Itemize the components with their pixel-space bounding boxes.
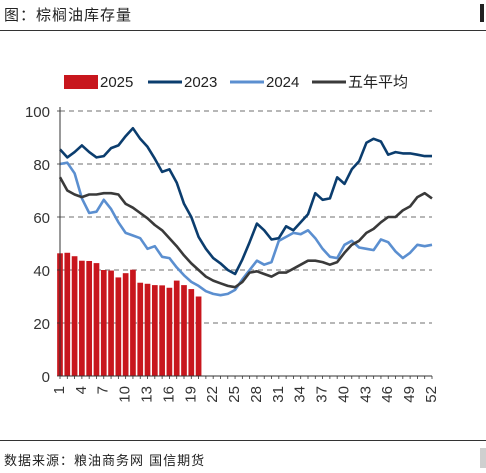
legend-swatch-2025 <box>64 75 98 89</box>
bar-2025-wk12 <box>137 282 144 376</box>
bar-2025-wk3 <box>71 256 78 376</box>
source-note: 数据来源：粮油商务网 国信期货 <box>4 454 206 469</box>
bar-2025-wk9 <box>115 277 122 376</box>
y-tick-label: 60 <box>33 210 50 227</box>
bar-2025-wk6 <box>93 263 100 376</box>
bar-2025-wk16 <box>166 287 173 376</box>
bar-2025-wk18 <box>181 285 187 376</box>
y-tick-label: 20 <box>33 316 50 333</box>
footer-rule <box>0 440 486 441</box>
axes <box>57 107 433 379</box>
x-tick-label: 25 <box>226 386 243 403</box>
bar-2025-wk7 <box>100 270 107 376</box>
x-tick-label: 22 <box>204 386 221 403</box>
bar-2025-wk5 <box>86 260 93 376</box>
bar-2025-wk8 <box>108 270 114 376</box>
x-tick-label: 7 <box>95 386 112 394</box>
y-tick-label: 100 <box>25 104 50 121</box>
legend-label: 2025 <box>100 74 133 91</box>
header-edge-mark <box>480 4 484 22</box>
bar-2025-wk13 <box>144 283 151 376</box>
bar-2025-wk15 <box>159 285 165 376</box>
x-tick-labels: 1 4 7 10 13 16 19 22 25 28 31 34 37 40 43 46 49 52 <box>51 386 440 403</box>
series-lines <box>58 126 433 297</box>
y-tick-label: 80 <box>33 157 50 174</box>
bar-2025-wk11 <box>130 269 136 376</box>
y-tick-label: 0 <box>42 369 50 386</box>
x-tick-label: 4 <box>73 386 90 394</box>
bar-2025-wk4 <box>79 260 85 376</box>
y-tick-label: 40 <box>33 263 50 280</box>
x-tick-label: 52 <box>423 386 440 403</box>
x-tick-label: 13 <box>138 386 155 403</box>
legend: 2025 2023 2024 五年平均 <box>64 74 408 91</box>
x-tick-label: 37 <box>314 386 331 403</box>
y-tick-labels: 0 20 40 60 80 100 <box>25 104 50 386</box>
gridlines <box>60 110 432 324</box>
bar-2025-wk2 <box>64 252 71 376</box>
bar-2025-wk10 <box>122 273 129 376</box>
x-tick-label: 46 <box>379 386 396 403</box>
chart-header-title: 图：棕榈油库存量 <box>4 6 133 24</box>
legend-label: 2024 <box>266 74 299 91</box>
x-tick-label: 1 <box>51 386 68 394</box>
x-tick-label: 19 <box>182 386 199 403</box>
bar-2025-wk17 <box>173 280 180 376</box>
line-2024 <box>59 161 433 297</box>
legend-label: 五年平均 <box>348 74 408 91</box>
x-tick-label: 28 <box>248 386 265 403</box>
x-tick-label: 10 <box>117 386 134 403</box>
line-5yr-avg <box>58 176 433 289</box>
bar-2025-wk20 <box>195 296 202 376</box>
legend-label: 2023 <box>184 74 217 91</box>
x-tick-label: 43 <box>357 386 374 403</box>
header-rule <box>0 30 486 31</box>
x-tick-label: 31 <box>270 386 287 403</box>
x-tick-label: 40 <box>335 386 352 403</box>
footer-edge-mark <box>480 448 486 468</box>
line-2023 <box>59 126 432 276</box>
bar-2025-wk14 <box>151 285 158 376</box>
x-tick-label: 49 <box>401 386 418 403</box>
bar-2025-wk19 <box>188 289 195 376</box>
x-tick-label: 34 <box>292 386 309 403</box>
x-tick-label: 16 <box>160 386 177 403</box>
